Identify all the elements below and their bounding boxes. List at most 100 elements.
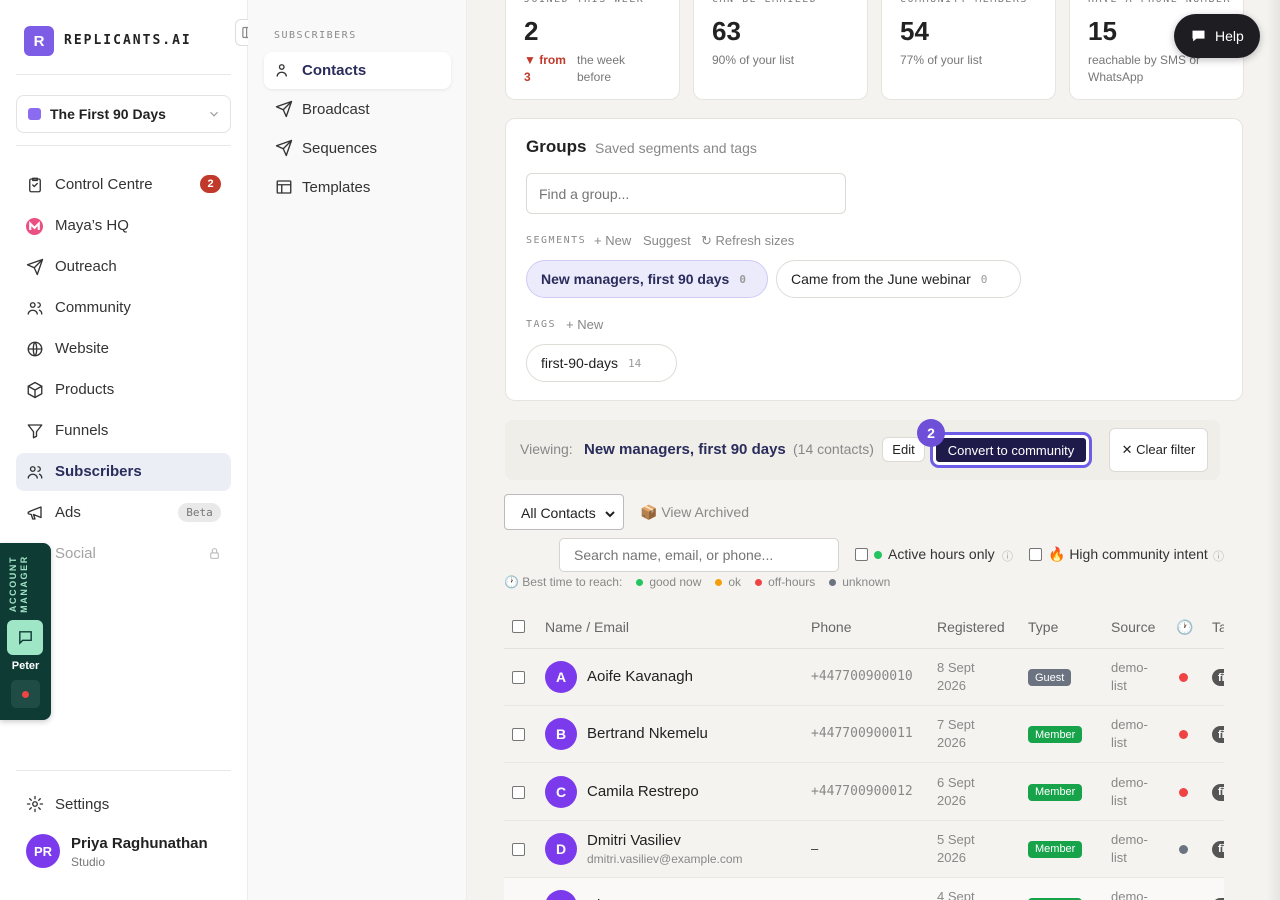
- legend-dot: [755, 578, 763, 586]
- help-button[interactable]: Help: [1174, 14, 1260, 58]
- legend-item: ok: [728, 575, 742, 589]
- icon-part: [29, 221, 40, 231]
- settings[interactable]: Settings: [16, 786, 231, 822]
- tag-pill: first-90-days: [1212, 726, 1224, 744]
- stat-value: 2: [524, 16, 539, 46]
- contact-search[interactable]: [559, 538, 839, 572]
- icon-part: [210, 111, 218, 117]
- avatar: A: [545, 661, 577, 693]
- active-dot: [874, 551, 882, 559]
- select-value: All Contacts: [521, 505, 596, 521]
- subnav-label: Sequences: [302, 140, 378, 157]
- icon-part: [1192, 30, 1205, 42]
- stat-value: 54: [900, 16, 929, 46]
- nav-icon: [26, 422, 44, 445]
- legend-dot: [636, 578, 644, 586]
- row-rule: [504, 705, 1224, 706]
- nav-item[interactable]: Maya’s HQ: [16, 207, 231, 245]
- nav-item[interactable]: Community: [16, 289, 231, 327]
- icon-part: [1192, 30, 1205, 42]
- nav-item[interactable]: Outreach: [16, 248, 231, 286]
- icon-part: [29, 221, 40, 231]
- icon-part: [29, 177, 41, 193]
- icon-part: [27, 506, 42, 520]
- legend-label: 🕐 Best time to reach:: [504, 575, 623, 589]
- group-search[interactable]: [526, 173, 846, 214]
- source: demo-list: [1111, 774, 1148, 808]
- segment-action[interactable]: ↻ Refresh sizes: [701, 233, 795, 248]
- convert-button[interactable]: Convert to community: [930, 432, 1092, 468]
- registered: 8 Sept 2026: [937, 660, 975, 693]
- nav-icon: [26, 218, 43, 235]
- contact-name[interactable]: Dmitri Vasiliev: [587, 831, 681, 849]
- tag-action[interactable]: + New: [566, 317, 604, 332]
- nav-icon: [26, 176, 44, 199]
- nav-icon: [26, 504, 44, 527]
- icon-part: [27, 341, 43, 357]
- brand-name: REPLICANTS.AI: [64, 33, 192, 48]
- avatar: E: [545, 890, 577, 900]
- legend-item: off-hours: [768, 575, 816, 589]
- segment-count: 0: [980, 272, 988, 286]
- segment-name: Came from the June webinar: [791, 271, 971, 287]
- contact-name[interactable]: Bertrand Nkemelu: [587, 725, 708, 743]
- subnav-item[interactable]: Broadcast: [264, 91, 451, 128]
- contacts-select[interactable]: All Contacts: [504, 494, 624, 530]
- segment-action[interactable]: Suggest: [643, 233, 691, 248]
- user-plan: Studio: [71, 855, 106, 869]
- nav-item[interactable]: Products: [16, 371, 231, 409]
- column-header: Phone: [811, 619, 852, 635]
- icon-part: [210, 111, 218, 117]
- reach-dot: [1179, 673, 1188, 682]
- type-badge: Member: [1028, 898, 1083, 900]
- subnav-item[interactable]: Contacts: [264, 52, 451, 89]
- high-intent-checkbox[interactable]: [1029, 548, 1042, 561]
- nav-item[interactable]: Funnels: [16, 412, 231, 450]
- nav-item[interactable]: Control Centre 2: [16, 166, 231, 204]
- chat-button[interactable]: [7, 620, 43, 655]
- contact-phone: –: [811, 840, 819, 856]
- subnav-icon: [275, 139, 293, 162]
- select-all-checkbox[interactable]: [512, 620, 525, 633]
- active-hours-checkbox[interactable]: [855, 548, 868, 561]
- workspace-select[interactable]: The First 90 Days: [16, 95, 231, 133]
- nav-tag: Beta: [178, 503, 221, 522]
- stat-card: CAN BE EMAILED 63 90% of your list: [693, 0, 868, 100]
- subnav-item[interactable]: Templates: [264, 169, 451, 206]
- contact-name[interactable]: Camila Restrepo: [587, 782, 699, 800]
- tag-pill: first-90-days: [1212, 669, 1224, 686]
- row-rule: [504, 762, 1224, 764]
- nav-item[interactable]: Subscribers: [16, 453, 231, 491]
- tag-chip[interactable]: first-90-days 14: [526, 344, 677, 382]
- row-checkbox[interactable]: [512, 842, 525, 856]
- settings-icon: [26, 795, 44, 818]
- segment-action[interactable]: + New: [594, 233, 632, 248]
- segment-chip[interactable]: New managers, first 90 days 0: [526, 260, 768, 298]
- icon-part: [27, 424, 43, 439]
- contact-name[interactable]: Elowen Pryce: [587, 897, 679, 900]
- account-manager: ACCOUNT MANAGER Peter: [0, 543, 51, 720]
- stat-note: the week before: [577, 53, 626, 84]
- edit-button[interactable]: Edit: [882, 437, 925, 462]
- row-checkbox[interactable]: [512, 728, 525, 742]
- nav-item[interactable]: Website: [16, 330, 231, 368]
- row-checkbox[interactable]: [512, 785, 525, 799]
- segment-chip[interactable]: Came from the June webinar 0: [776, 260, 1021, 298]
- nav-label: Outreach: [55, 258, 117, 275]
- nav-label: Funnels: [55, 422, 109, 439]
- subnav-item[interactable]: Sequences: [264, 130, 451, 167]
- help-icon: [1190, 28, 1207, 49]
- nav-label: Website: [55, 340, 109, 357]
- nav-item[interactable]: Ads Beta: [16, 494, 231, 532]
- row-checkbox[interactable]: [512, 671, 525, 684]
- icon-part: [26, 795, 44, 813]
- contact-name[interactable]: Aoife Kavanagh: [587, 668, 693, 685]
- column-header: Registered: [937, 619, 1005, 635]
- viewing-segment: New managers, first 90 days: [584, 441, 786, 458]
- clear-filter-button[interactable]: ✕ Clear filter: [1109, 428, 1208, 472]
- view-archived[interactable]: 📦 View Archived: [640, 504, 749, 520]
- tag-pill: first-90-days: [1212, 840, 1224, 858]
- nav-label: Social: [55, 545, 96, 562]
